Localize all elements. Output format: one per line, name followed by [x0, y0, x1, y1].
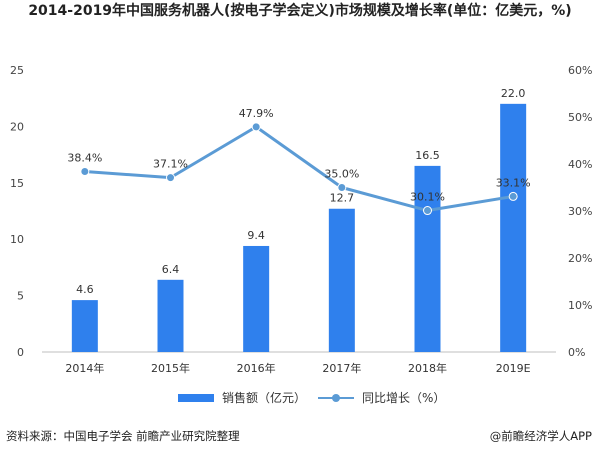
y-left-tick-label: 20 [10, 120, 24, 133]
legend-label-growth: 同比增长（%） [362, 391, 446, 405]
y-left-tick-label: 10 [10, 233, 24, 246]
y-right-tick-label: 60% [568, 64, 592, 77]
chart-title-text: 2014-2019年中国服务机器人(按电子学会定义)市场规模及增长率(单位：亿美… [28, 3, 572, 19]
y-right-tick-label: 10% [568, 299, 592, 312]
y-left-tick-label: 25 [10, 64, 24, 77]
x-tick-label: 2019E [496, 362, 531, 375]
growth-value-label: 33.1% [496, 176, 531, 189]
bar-sales [157, 279, 184, 352]
chart-title: 2014-2019年中国服务机器人(按电子学会定义)市场规模及增长率(单位：亿美… [0, 2, 600, 20]
bar-sales [414, 165, 441, 352]
growth-line [84, 125, 514, 213]
bar-value-label: 9.4 [247, 229, 265, 242]
bar-sales [328, 208, 355, 352]
legend-dot-swatch [332, 394, 340, 402]
bar-value-label: 22.0 [501, 87, 526, 100]
bar-value-label: 6.4 [162, 263, 180, 276]
bar-value-label: 4.6 [76, 283, 94, 296]
legend-label-sales: 销售额（亿元） [222, 391, 307, 405]
source-note: 资料来源：中国电子学会 前瞻产业研究院整理 [6, 429, 240, 443]
legend-bar-swatch [178, 394, 214, 402]
growth-point [508, 191, 518, 201]
growth-value-label: 30.1% [410, 191, 445, 204]
x-tick-label: 2014年 [65, 361, 104, 375]
y-left-tick-label: 15 [10, 177, 24, 190]
growth-point [166, 173, 175, 183]
growth-value-label: 38.4% [67, 152, 102, 165]
bar-sales [71, 300, 98, 352]
x-tick-label: 2018年 [408, 361, 447, 375]
growth-value-label: 35.0% [324, 168, 359, 181]
growth-point [80, 167, 90, 177]
growth-point [251, 122, 261, 132]
bar-sales [500, 103, 527, 352]
x-tick-label: 2015年 [151, 361, 190, 375]
y-left-tick-label: 0 [17, 346, 24, 359]
x-tick-label: 2016年 [237, 361, 276, 375]
y-right-tick-label: 20% [568, 252, 592, 265]
bar-value-label: 16.5 [415, 149, 440, 162]
x-tick-label: 2017年 [322, 361, 361, 375]
chart-legend: 销售额（亿元） 同比增长（%） [0, 390, 600, 406]
brand-credit: @前瞻经济学人APP [489, 429, 592, 443]
growth-point [423, 206, 432, 216]
growth-value-label: 47.9% [239, 107, 274, 120]
growth-value-label: 37.1% [153, 158, 188, 171]
y-left-tick-label: 5 [17, 290, 24, 303]
bar-value-label: 12.7 [330, 192, 355, 205]
y-right-tick-label: 50% [568, 111, 592, 124]
growth-point [337, 183, 347, 192]
y-right-tick-label: 30% [568, 205, 592, 218]
y-right-tick-label: 40% [568, 158, 592, 171]
y-right-tick-label: 0% [568, 346, 585, 359]
bar-sales [243, 245, 270, 352]
